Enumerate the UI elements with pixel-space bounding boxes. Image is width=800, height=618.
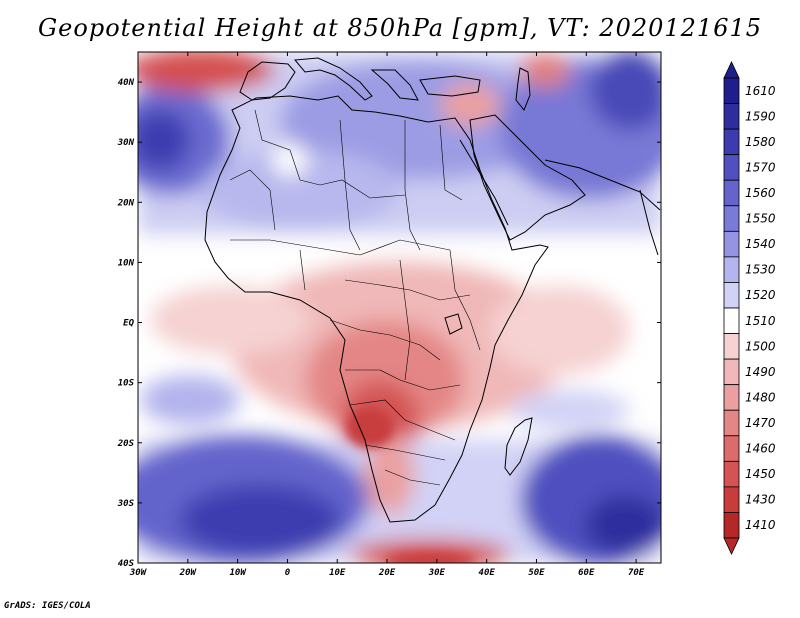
turkey-coastline bbox=[419, 75, 481, 97]
africa-coastline bbox=[204, 95, 549, 523]
colorbar-label: 1520 bbox=[745, 288, 776, 302]
y-tick-label: 10S bbox=[118, 379, 135, 389]
iberia-coastline bbox=[239, 61, 296, 101]
colorbar-swatch bbox=[723, 205, 740, 232]
colorbar-swatch bbox=[723, 256, 740, 283]
arabia-coastline bbox=[469, 114, 586, 241]
colorbar-swatch bbox=[723, 409, 740, 437]
colorbar-swatch bbox=[723, 179, 740, 207]
colorbar-label: 1470 bbox=[745, 416, 776, 430]
y-tick-label: 10N bbox=[118, 258, 135, 268]
plot-frame bbox=[137, 51, 662, 564]
country-borders bbox=[229, 109, 481, 486]
colorbar-label: 1500 bbox=[745, 339, 776, 353]
y-axis: 40N 30N 20N 10N EQ 10S 20S 30S 40S bbox=[117, 78, 661, 569]
red-sea-coast bbox=[459, 139, 509, 226]
y-tick-label: 20N bbox=[117, 198, 135, 208]
x-tick-label: 20E bbox=[378, 568, 396, 578]
y-tick-label: 30S bbox=[117, 499, 135, 509]
balkans-coastline bbox=[370, 69, 419, 101]
caspian-sea bbox=[515, 67, 531, 111]
colorbar-label: 1460 bbox=[745, 442, 776, 456]
y-tick-label: 40N bbox=[118, 78, 135, 88]
y-tick-label: 40S bbox=[118, 559, 135, 569]
colorbar-swatch bbox=[723, 333, 740, 360]
x-tick-label: 50E bbox=[528, 568, 545, 578]
x-tick-label: 0 bbox=[285, 568, 291, 578]
x-tick-label: 60E bbox=[578, 568, 595, 578]
colorbar-label: 1490 bbox=[745, 365, 776, 379]
y-tick-label: 20S bbox=[117, 439, 135, 449]
madagascar-coastline bbox=[504, 417, 533, 476]
colorbar-arrow-bottom bbox=[723, 537, 740, 555]
colorbar-label: 1540 bbox=[745, 237, 776, 251]
colorbar-swatch bbox=[723, 230, 740, 258]
colorbar-swatch bbox=[723, 384, 740, 411]
colorbar-label: 1580 bbox=[745, 135, 776, 149]
colorbar-swatch bbox=[723, 77, 740, 104]
colorbar-label: 1590 bbox=[745, 109, 776, 123]
grads-credit: GrADS: IGES/COLA bbox=[4, 601, 91, 611]
colorbar-swatch bbox=[723, 128, 740, 156]
lake-victoria bbox=[444, 313, 463, 335]
colorbar: 1610 1590 1580 1570 1560 1550 1540 1530 1520 1510… bbox=[723, 61, 776, 555]
colorbar-swatch bbox=[723, 486, 740, 513]
colorbar-swatch bbox=[723, 460, 740, 488]
x-tick-label: 40E bbox=[479, 568, 496, 578]
asia-coastline bbox=[544, 159, 661, 256]
colorbar-label: 1550 bbox=[745, 212, 776, 226]
x-axis: 30W 20W 10W 0 10E 20E 30E 40E 50E 60E 70E bbox=[129, 52, 645, 578]
x-tick-label: 20W bbox=[179, 568, 198, 578]
colorbar-swatch bbox=[723, 154, 740, 181]
colorbar-label: 1530 bbox=[745, 263, 776, 277]
colorbar-arrow-top bbox=[723, 61, 740, 79]
colorbar-label: 1510 bbox=[745, 314, 776, 328]
colorbar-label: 1410 bbox=[745, 518, 776, 532]
colorbar-label: 1430 bbox=[745, 493, 776, 507]
x-tick-label: 30E bbox=[428, 568, 446, 578]
colorbar-label: 1570 bbox=[745, 160, 776, 174]
colorbar-swatch bbox=[723, 103, 740, 130]
y-tick-label: EQ bbox=[123, 319, 134, 329]
colorbar-swatch bbox=[723, 282, 740, 309]
colorbar-swatch bbox=[723, 435, 740, 462]
colorbar-swatch bbox=[723, 512, 740, 539]
colorbar-swatch bbox=[723, 358, 740, 386]
x-tick-label: 30W bbox=[129, 568, 148, 578]
colorbar-label: 1450 bbox=[745, 467, 776, 481]
colorbar-swatch bbox=[723, 307, 740, 334]
map-title: Geopotential Height at 850hPa [gpm], VT:… bbox=[38, 14, 762, 42]
colorbar-label: 1560 bbox=[745, 186, 776, 200]
europe-coastline bbox=[294, 57, 373, 101]
colorbar-label: 1480 bbox=[745, 390, 776, 404]
x-tick-label: 10W bbox=[229, 568, 247, 578]
x-tick-label: 70E bbox=[628, 568, 645, 578]
x-tick-label: 10E bbox=[329, 568, 346, 578]
colorbar-label: 1610 bbox=[745, 84, 776, 98]
y-tick-label: 30N bbox=[117, 138, 135, 148]
coastlines bbox=[204, 57, 661, 523]
height-field bbox=[138, 52, 661, 563]
